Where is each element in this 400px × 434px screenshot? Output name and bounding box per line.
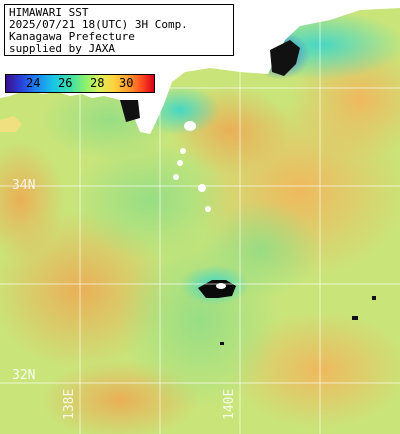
sst-colorbar bbox=[5, 74, 155, 93]
lat-label-32n: 32N bbox=[12, 368, 36, 383]
title-line-1: HIMAWARI SST bbox=[9, 6, 89, 19]
lon-label-138e: 138E bbox=[62, 388, 77, 420]
title-line-2: 2025/07/21 18(UTC) 3H Comp. bbox=[9, 18, 188, 31]
lon-label-140e: 140E bbox=[222, 388, 237, 420]
land-dark-coast bbox=[270, 40, 300, 76]
title-line-3: Kanagawa Prefecture bbox=[9, 30, 135, 43]
lat-label-34n: 34N bbox=[12, 178, 36, 193]
colorbar-tick-26: 26 bbox=[58, 76, 73, 90]
colorbar-tick-24: 24 bbox=[26, 76, 41, 90]
colorbar-tick-30: 30 bbox=[119, 76, 134, 90]
title-panel: HIMAWARI SST 2025/07/21 18(UTC) 3H Comp.… bbox=[4, 4, 234, 56]
title-line-4: supplied by JAXA bbox=[9, 42, 115, 55]
colorbar-tick-28: 28 bbox=[90, 76, 105, 90]
island-oshima bbox=[184, 121, 196, 131]
